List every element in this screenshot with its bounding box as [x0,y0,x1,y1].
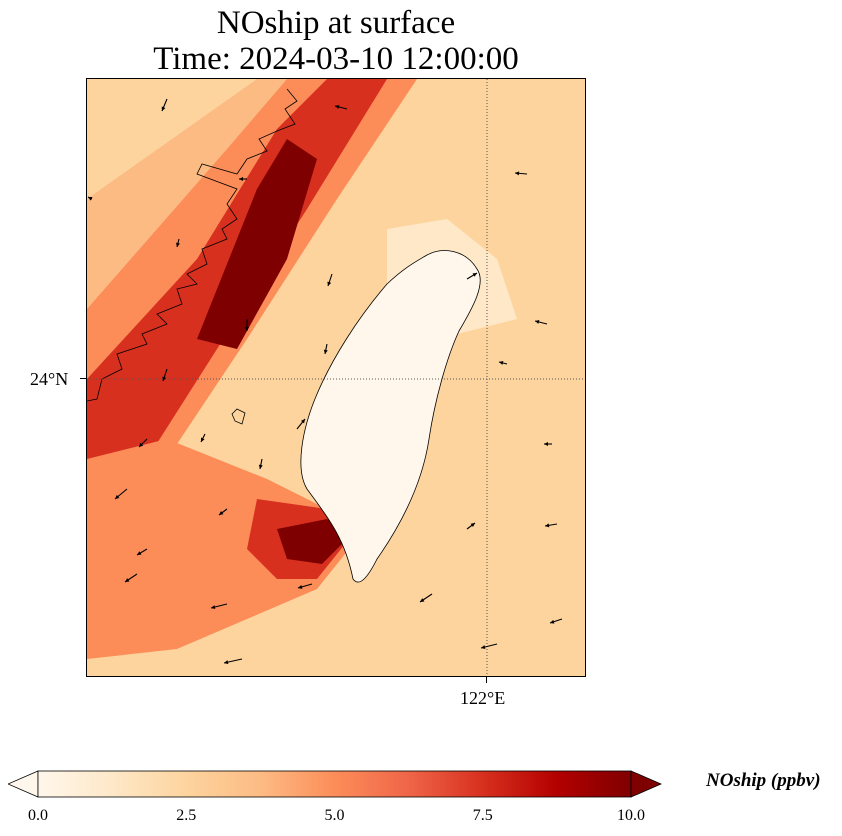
wind-arrow [466,522,476,530]
wind-arrow [544,442,552,446]
wind-arrow [200,433,206,443]
taiwan-coastline [300,250,481,583]
colorbar-extend-min [8,770,39,798]
wind-arrow [136,548,148,556]
wind-arrow [162,368,168,382]
wind-arrow [161,98,168,112]
colorbar-label: NOship (ppbv) [706,770,821,791]
plot-title-line1: NOship at surface [216,5,456,41]
colorbar-tick-label: 5.0 [324,807,345,824]
wind-arrow [218,508,228,516]
colorbar-tick-label: 7.5 [472,807,493,824]
map-canvas [87,79,585,676]
longitude-tick-label: 122°E [460,688,506,708]
colorbar-tick-label: 0.0 [28,807,48,824]
wind-arrow [549,618,563,624]
wind-arrow [334,105,348,110]
wind-arrow [210,603,228,609]
wind-arrow [544,523,558,528]
latitude-tick-label: 24°N [30,369,69,389]
wind-arrow [466,272,478,280]
wind-arrow [176,238,180,248]
wind-arrow [114,488,128,500]
wind-arrow [296,418,306,430]
wind-arrow [138,438,148,448]
wind-arrow [534,320,548,325]
latitude-tick-mark [80,378,86,379]
wind-arrow [87,196,93,201]
mainland-coastline [87,88,298,402]
wind-arrow [239,177,247,181]
wind-arrow [327,273,333,287]
wind-arrow [297,583,313,589]
wind-arrow [245,319,249,331]
wind-arrow [323,343,328,355]
colorbar [8,770,663,798]
wind-arrow [258,458,263,470]
wind-arrow [223,658,243,665]
colorbar-tick-label: 10.0 [617,807,645,824]
wind-vectors [87,98,563,665]
wind-arrow [514,171,528,176]
wind-arrow [124,573,138,583]
wind-arrow [480,643,498,649]
colorbar-extend-max [630,770,663,798]
colorbar-tick-label: 2.5 [176,807,197,824]
wind-arrow [419,593,433,603]
penghu-islands [231,408,246,425]
plume-south-peak [277,519,352,564]
taiwan-island [300,250,481,583]
plume-band-peak [197,139,317,349]
plot-title-line2: Time: 2024-03-10 12:00:00 [153,41,519,77]
plume-south-band [87,439,357,659]
map-panel [86,78,586,677]
wind-arrow [498,361,508,365]
longitude-tick-mark [486,677,487,683]
colorbar-gradient [37,770,632,798]
